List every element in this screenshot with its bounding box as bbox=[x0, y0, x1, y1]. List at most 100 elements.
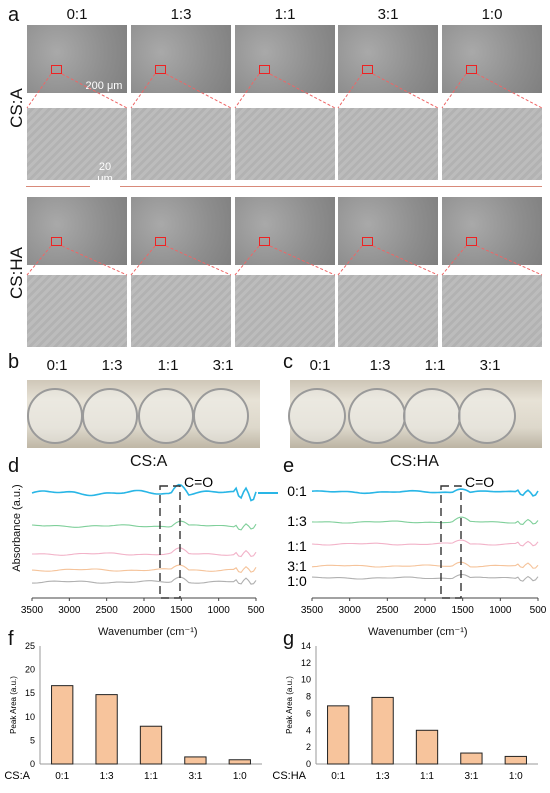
legend-label-4: 1:0 bbox=[287, 573, 307, 589]
spectrum-d-3 bbox=[31, 564, 257, 574]
y-tick-label: 0 bbox=[30, 759, 35, 769]
bar-0:1 bbox=[327, 705, 350, 765]
x-tick-label: 2000 bbox=[414, 605, 437, 616]
zoom-box-r0-c3 bbox=[362, 65, 373, 74]
y-tick-label: 14 bbox=[301, 641, 311, 651]
spectra-xlabel-d: Wavenumber (cm⁻¹) bbox=[98, 626, 198, 638]
micrograph-r0-c1 bbox=[131, 25, 231, 93]
ratio-label-c-2: 1:1 bbox=[424, 357, 446, 374]
well-b-3 bbox=[193, 388, 249, 444]
x-tick-label: 500 bbox=[248, 605, 265, 616]
ratio-label-c-1: 1:3 bbox=[369, 357, 391, 374]
x-tick-label: 1:0 bbox=[233, 771, 247, 782]
micrograph-r1-c1 bbox=[131, 108, 231, 180]
spectra-xlabel-e: Wavenumber (cm⁻¹) bbox=[368, 626, 468, 638]
ratio-label-b-2: 1:1 bbox=[157, 357, 179, 374]
spectra-d-axes: 3500 3000 2500 2000 1500 1000 500 bbox=[21, 597, 265, 616]
micrograph-r1-c2 bbox=[235, 108, 335, 180]
x-tick-label: 2500 bbox=[376, 605, 399, 616]
x-tick-label: 500 bbox=[530, 605, 547, 616]
ratio-label-b-1: 1:3 bbox=[101, 357, 123, 374]
bar-1:0 bbox=[504, 755, 527, 765]
y-tick-label: 6 bbox=[306, 708, 311, 718]
y-tick-label: 2 bbox=[306, 742, 311, 752]
ratio-label-a-0: 0:1 bbox=[66, 6, 88, 23]
well-c-2 bbox=[403, 388, 461, 444]
micrograph-r2-c0 bbox=[27, 197, 127, 265]
well-c-1 bbox=[348, 388, 406, 444]
y-tick-label: 4 bbox=[306, 725, 311, 735]
zoom-box-r0-c2 bbox=[259, 65, 270, 74]
well-c-3 bbox=[458, 388, 516, 444]
spectrum-e-4 bbox=[311, 573, 539, 582]
scalebar-200um: 200 μm bbox=[84, 80, 124, 95]
scalebar-200um-bar bbox=[84, 93, 124, 95]
well-b-0 bbox=[27, 388, 83, 444]
co-region-box-e bbox=[440, 485, 462, 599]
y-tick-label: 12 bbox=[301, 658, 311, 668]
x-tick-label: 1500 bbox=[170, 605, 193, 616]
bar-0:1 bbox=[51, 685, 74, 765]
bar-1:3 bbox=[95, 694, 118, 765]
row-label-cs-a: CS:A bbox=[7, 88, 26, 128]
micrograph-r0-c4 bbox=[442, 25, 542, 93]
legend-label-2: 1:1 bbox=[287, 538, 307, 554]
x-tick-label: 1:3 bbox=[100, 771, 114, 782]
zoom-box-r2-c0 bbox=[51, 237, 62, 246]
well-b-1 bbox=[82, 388, 138, 444]
ratio-label-b-0: 0:1 bbox=[46, 357, 68, 374]
y-tick-label: 15 bbox=[25, 688, 35, 698]
bar-1:1 bbox=[415, 729, 439, 765]
x-tick-label: 2000 bbox=[133, 605, 156, 616]
micrograph-r0-c3 bbox=[338, 25, 438, 93]
micrograph-r3-c3 bbox=[338, 275, 438, 347]
y-tick-label: 10 bbox=[301, 675, 311, 685]
spectrum-e-1 bbox=[311, 516, 539, 525]
panel-d-title: CS:A bbox=[130, 453, 168, 470]
well-c-0 bbox=[288, 388, 346, 444]
bar-1:1 bbox=[139, 725, 163, 765]
spectrum-e-3 bbox=[311, 561, 539, 569]
x-tick-label: 0:1 bbox=[331, 771, 345, 782]
panel-d-label: d bbox=[8, 455, 20, 477]
bar-1:3 bbox=[371, 696, 394, 765]
x-tick-label: 3500 bbox=[21, 605, 44, 616]
y-tick-label: 20 bbox=[25, 665, 35, 675]
ratio-label-a-3: 3:1 bbox=[377, 6, 399, 23]
bar-1:0 bbox=[228, 759, 251, 765]
micrograph-r3-c4 bbox=[442, 275, 542, 347]
x-tick-label: 1:1 bbox=[144, 771, 158, 782]
micrograph-r1-c3 bbox=[338, 108, 438, 180]
x-tick-label: 1:3 bbox=[376, 771, 390, 782]
y-tick-label: 10 bbox=[25, 712, 35, 722]
panel-f-label: f bbox=[8, 628, 14, 650]
spectrum-d-1 bbox=[31, 520, 257, 531]
spectrum-d-2 bbox=[32, 547, 257, 558]
co-region-box-d bbox=[159, 485, 181, 599]
x-tick-label: 1:1 bbox=[420, 771, 434, 782]
row-label-cs-ha: CS:HA bbox=[7, 247, 26, 299]
scalebar-20um-text: 20 μm bbox=[97, 161, 113, 185]
panel-c-label: c bbox=[283, 351, 293, 373]
zoom-box-r0-c4 bbox=[466, 65, 477, 74]
zoom-box-r2-c1 bbox=[155, 237, 166, 246]
y-tick-label: 25 bbox=[25, 641, 35, 651]
x-tick-label: 3000 bbox=[339, 605, 362, 616]
ratio-label-a-4: 1:0 bbox=[481, 6, 503, 23]
co-label-d: C=O bbox=[184, 474, 213, 490]
x-axis-label: CS:A bbox=[4, 770, 30, 782]
x-tick-label: 1000 bbox=[208, 605, 231, 616]
micrograph-r3-c0 bbox=[27, 275, 127, 347]
legend-label-0: 0:1 bbox=[287, 483, 307, 499]
ratio-label-a-2: 1:1 bbox=[274, 6, 296, 23]
micrograph-r1-c0 bbox=[27, 108, 127, 180]
x-tick-label: 3500 bbox=[301, 605, 324, 616]
bar-3:1 bbox=[460, 752, 483, 765]
x-tick-label: 2500 bbox=[96, 605, 119, 616]
zoom-box-r0-c1 bbox=[155, 65, 166, 74]
y-tick-label: 0 bbox=[306, 759, 311, 769]
y-axis-label: Peak Area (a.u.) bbox=[285, 676, 294, 734]
micrograph-r2-c3 bbox=[338, 197, 438, 265]
bar-chart-f: 0 5 10 15 20 25 Peak Area (a.u.) 0:1 1:3 1:1 3:1 1:… bbox=[4, 641, 262, 782]
